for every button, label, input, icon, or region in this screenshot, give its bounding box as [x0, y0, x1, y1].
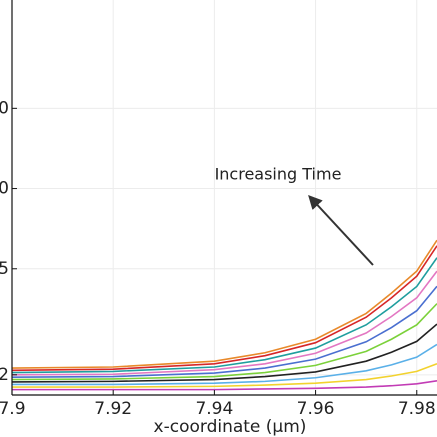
series-line	[11, 270, 437, 376]
y-tick-label: 2	[0, 365, 9, 385]
series-line	[11, 257, 437, 374]
x-tick-label: 7.98	[398, 399, 436, 419]
series-line	[11, 239, 437, 369]
y-tick-label: 20	[0, 98, 9, 118]
x-tick-label: 7.96	[297, 399, 335, 419]
annotation: Increasing Time	[215, 165, 342, 184]
x-tick-label: 7.9	[0, 399, 26, 419]
x-tick-label: 7.92	[94, 399, 132, 419]
series-line	[11, 285, 437, 378]
y-tick-label: 5	[0, 259, 9, 279]
grid	[11, 0, 437, 395]
series-line	[11, 245, 437, 372]
annotation-arrow	[308, 194, 374, 266]
lines	[11, 239, 437, 391]
series-line	[11, 323, 437, 383]
series-line	[12, 363, 437, 388]
series-line	[12, 343, 437, 386]
series-line	[11, 303, 437, 381]
y-tick-label: 10	[0, 179, 9, 199]
series-line	[12, 379, 437, 391]
x-tick-label: 7.94	[195, 399, 233, 419]
x-axis-label: x-coordinate (µm)	[154, 417, 307, 437]
